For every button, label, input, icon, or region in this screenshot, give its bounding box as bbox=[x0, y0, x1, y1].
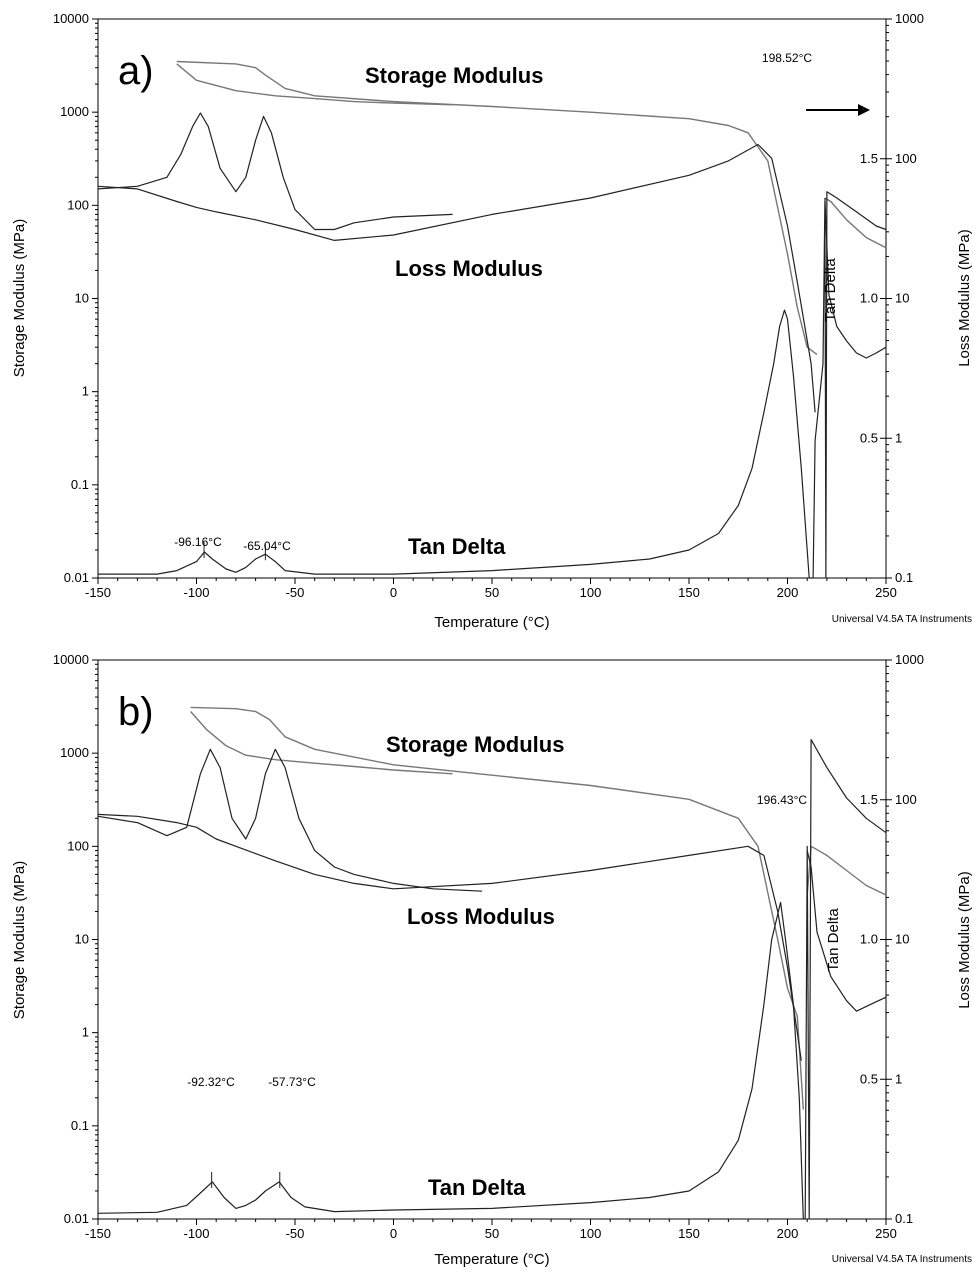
panel-a: -150 -100 -50 0 50 100 150 200 250 0.01 0.1 1 10 100 1… bbox=[11, 11, 973, 631]
y-left-tick-label: 1 bbox=[82, 1025, 89, 1040]
peak-label-high: 196.43°C bbox=[757, 793, 808, 807]
y-left-tick-label: 0.1 bbox=[71, 1118, 89, 1133]
footer-credit: Universal V4.5A TA Instruments bbox=[832, 614, 972, 625]
tan-delta-annotation: Tan Delta bbox=[408, 534, 506, 559]
tan-delta-axis-label: Tan Delta bbox=[822, 258, 839, 322]
y-left-tick-label: 1000 bbox=[60, 104, 89, 119]
y-right-tick-label: 100 bbox=[895, 151, 917, 166]
y-axis-label-right: Loss Modulus (MPa) bbox=[956, 871, 973, 1009]
tan-delta-tick-label: 1.5 bbox=[860, 151, 878, 166]
series-line-storage-cool bbox=[176, 63, 453, 106]
storage-modulus-annotation: Storage Modulus bbox=[386, 732, 564, 757]
panel-b: -150 -100 -50 0 50 100 150 200 250 0.01 0.1 1 10 100 1… bbox=[11, 652, 973, 1268]
y-left-tick-label: 0.01 bbox=[64, 1211, 89, 1226]
x-tick-label: 150 bbox=[678, 585, 700, 600]
peak-label-2: -65.04°C bbox=[243, 539, 291, 553]
x-tick-label: -150 bbox=[85, 1226, 111, 1241]
series-line-loss-cool bbox=[97, 748, 483, 892]
peak-label-1: -96.16°C bbox=[174, 535, 222, 549]
peak-label-2: -57.73°C bbox=[268, 1075, 316, 1089]
y-right-tick-label: 1 bbox=[895, 1071, 902, 1086]
axis-ticks: -150 -100 -50 0 50 100 150 200 250 0.01 0.1 1 10 100 1… bbox=[53, 652, 924, 1241]
x-tick-label: -100 bbox=[183, 1226, 209, 1241]
tan-delta-tick-label: 1.5 bbox=[860, 792, 878, 807]
y-right-tick-label: 1 bbox=[895, 430, 902, 445]
y-left-tick-label: 1000 bbox=[60, 745, 89, 760]
series-lines bbox=[97, 706, 887, 1220]
series-line-loss-cool bbox=[97, 112, 453, 231]
loss-modulus-annotation: Loss Modulus bbox=[395, 256, 543, 281]
x-tick-label: -100 bbox=[183, 585, 209, 600]
y-left-tick-label: 10 bbox=[75, 291, 89, 306]
x-tick-label: 200 bbox=[777, 1226, 799, 1241]
y-axis-label-right: Loss Modulus (MPa) bbox=[956, 229, 973, 367]
x-tick-label: 100 bbox=[580, 585, 602, 600]
series-line-loss-tail bbox=[806, 850, 887, 1012]
x-axis-label: Temperature (°C) bbox=[434, 1251, 549, 1268]
y-left-tick-label: 100 bbox=[67, 197, 89, 212]
loss-modulus-annotation: Loss Modulus bbox=[407, 904, 555, 929]
y-axis-label-left: Storage Modulus (MPa) bbox=[11, 219, 28, 377]
tan-delta-annotation: Tan Delta bbox=[428, 1175, 526, 1200]
y-right-tick-label: 10 bbox=[895, 932, 909, 947]
peak-label-1: -92.32°C bbox=[187, 1075, 235, 1089]
panel-label: b) bbox=[118, 690, 154, 734]
tan-delta-tick-label: 0.5 bbox=[860, 430, 878, 445]
x-tick-label: 0 bbox=[390, 1226, 397, 1241]
series-line-storage-tail bbox=[806, 845, 887, 896]
y-left-tick-label: 10000 bbox=[53, 11, 89, 26]
footer-credit: Universal V4.5A TA Instruments bbox=[832, 1254, 972, 1265]
x-tick-label: 0 bbox=[390, 585, 397, 600]
y-left-tick-label: 0.1 bbox=[71, 477, 89, 492]
series-line-loss-tail bbox=[824, 197, 887, 359]
y-left-tick-label: 1 bbox=[82, 384, 89, 399]
tan-delta-axis-label: Tan Delta bbox=[825, 908, 842, 972]
y-right-tick-label: 0.1 bbox=[895, 570, 913, 585]
storage-modulus-annotation: Storage Modulus bbox=[365, 63, 543, 88]
axis-ticks: -150 -100 -50 0 50 100 150 200 250 0.01 0.1 1 10 100 1… bbox=[53, 11, 924, 600]
peak-label-high: 198.52°C bbox=[762, 51, 813, 65]
series-lines bbox=[97, 60, 887, 579]
series-line-storage-cool bbox=[190, 711, 453, 775]
x-tick-label: -50 bbox=[286, 585, 305, 600]
series-line-tan-delta bbox=[97, 738, 887, 1220]
y-left-tick-label: 10000 bbox=[53, 652, 89, 667]
x-tick-label: 50 bbox=[485, 1226, 499, 1241]
arrow-icon bbox=[806, 104, 870, 116]
x-tick-label: 200 bbox=[777, 585, 799, 600]
series-line-tan-delta bbox=[98, 191, 887, 579]
series-line-storage-tail bbox=[824, 197, 887, 249]
y-left-tick-label: 10 bbox=[75, 932, 89, 947]
series-line-storage-heat bbox=[176, 60, 818, 356]
x-axis-label: Temperature (°C) bbox=[434, 614, 549, 631]
x-tick-label: 250 bbox=[875, 585, 897, 600]
y-axis-label-left: Storage Modulus (MPa) bbox=[11, 861, 28, 1019]
tan-delta-tick-label: 1.0 bbox=[860, 932, 878, 947]
series-line-loss-heat bbox=[97, 143, 816, 413]
x-tick-label: 50 bbox=[485, 585, 499, 600]
y-right-tick-label: 0.1 bbox=[895, 1211, 913, 1226]
tan-delta-tick-label: 1.0 bbox=[860, 291, 878, 306]
tan-delta-tick-label: 0.5 bbox=[860, 1071, 878, 1086]
series-line-storage-heat bbox=[190, 706, 804, 1110]
x-tick-label: 100 bbox=[580, 1226, 602, 1241]
x-tick-label: 250 bbox=[875, 1226, 897, 1241]
y-left-tick-label: 0.01 bbox=[64, 570, 89, 585]
y-right-tick-label: 10 bbox=[895, 291, 909, 306]
y-right-tick-label: 100 bbox=[895, 792, 917, 807]
panel-label: a) bbox=[118, 49, 154, 93]
x-tick-label: 150 bbox=[678, 1226, 700, 1241]
plot-area-frame bbox=[97, 18, 887, 579]
x-tick-label: -50 bbox=[286, 1226, 305, 1241]
y-left-tick-label: 100 bbox=[67, 838, 89, 853]
y-right-tick-label: 1000 bbox=[895, 11, 924, 26]
series-line-loss-heat bbox=[97, 813, 802, 1061]
x-tick-label: -150 bbox=[85, 585, 111, 600]
y-right-tick-label: 1000 bbox=[895, 652, 924, 667]
